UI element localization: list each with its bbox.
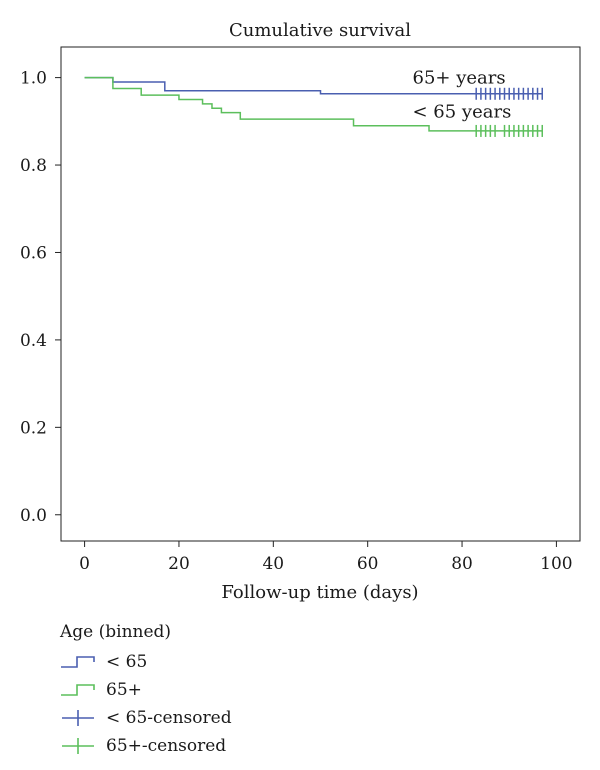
censor-mark-icon-green (62, 738, 94, 754)
censor-mark-icon-blue (62, 710, 94, 726)
annotation-65plus-years: 65+ years (413, 68, 506, 89)
y-tick-label: 0.6 (20, 243, 47, 263)
legend: Age (binned) < 65 65+ < 65-censored 65+-… (60, 622, 232, 760)
survival-curve-65plus (84, 76, 543, 132)
x-tick-label: 80 (451, 554, 473, 574)
legend-label-under-65: < 65 (106, 652, 148, 672)
legend-item-65plus: 65+ (60, 676, 232, 704)
legend-label-under-65-censored: < 65-censored (106, 708, 232, 728)
legend-title: Age (binned) (60, 622, 172, 642)
y-tick-label: 0.0 (20, 506, 47, 526)
step-line-icon-blue (61, 656, 95, 668)
x-tick-label: 20 (168, 554, 190, 574)
y-tick-label: 1.0 (20, 69, 47, 89)
x-tick-label: 40 (262, 554, 284, 574)
legend-item-under-65-censored: < 65-censored (60, 704, 232, 732)
annotation-layer: 65+ years < 65 years (413, 68, 512, 123)
y-tick-label: 0.4 (20, 331, 47, 351)
y-tick-label: 0.8 (20, 156, 47, 176)
legend-label-65plus-censored: 65+-censored (106, 736, 227, 756)
step-line-icon-green (61, 684, 95, 696)
y-tick-label: 0.2 (20, 418, 47, 438)
legend-item-65plus-censored: 65+-censored (60, 732, 232, 760)
x-tick-label: 100 (540, 554, 572, 574)
survival-chart: Cumulative survival 0 20 40 60 80 100 0.0 0.2 0.… (20, 20, 581, 603)
x-tick-label: 60 (357, 554, 379, 574)
legend-item-under-65: < 65 (60, 648, 232, 676)
x-tick-label: 0 (79, 554, 90, 574)
legend-label-65plus: 65+ (106, 680, 142, 700)
series-layer (84, 76, 544, 137)
annotation-under-65-years: < 65 years (413, 102, 512, 123)
plot-frame (60, 46, 581, 542)
x-axis-label: Follow-up time (days) (221, 582, 418, 603)
axes: 0 20 40 60 80 100 0.0 0.2 0.4 0.6 0.8 1.0 (20, 46, 581, 574)
chart-title: Cumulative survival (229, 20, 411, 41)
